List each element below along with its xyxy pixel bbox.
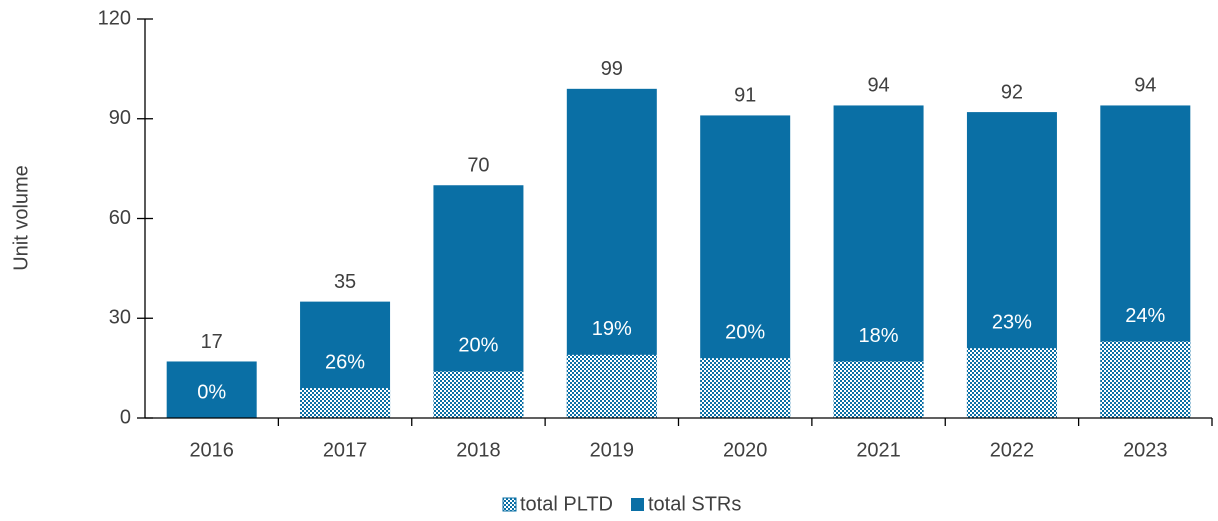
share-label: 0% <box>197 381 226 403</box>
share-label: 24% <box>1125 305 1165 327</box>
legend-swatch <box>631 498 644 511</box>
bar <box>300 388 391 418</box>
y-tick-label: 30 <box>109 307 131 329</box>
bar <box>166 361 257 418</box>
x-tick-label: 2019 <box>590 439 635 461</box>
data-label: 70 <box>467 155 489 177</box>
bar <box>833 361 924 418</box>
data-label: 94 <box>1134 75 1156 97</box>
legend-label: total PLTD <box>520 493 613 515</box>
share-label: 26% <box>325 351 365 373</box>
y-tick-label: 0 <box>120 406 131 428</box>
share-label: 18% <box>859 325 899 347</box>
x-tick-label: 2023 <box>1123 439 1168 461</box>
x-tick-label: 2017 <box>323 439 368 461</box>
y-tick-label: 60 <box>109 207 131 229</box>
bar <box>433 371 524 418</box>
share-label: 19% <box>592 318 632 340</box>
share-label: 23% <box>992 311 1032 333</box>
data-label: 99 <box>601 58 623 80</box>
data-label: 17 <box>201 331 223 353</box>
data-label: 92 <box>1001 81 1023 103</box>
bar <box>700 358 791 418</box>
data-label: 35 <box>334 271 356 293</box>
x-tick-label: 2021 <box>856 439 901 461</box>
data-label: 94 <box>867 75 889 97</box>
legend-label: total STRs <box>648 493 741 515</box>
y-tick-label: 120 <box>98 7 131 29</box>
data-label: 91 <box>734 85 756 107</box>
legend-swatch <box>502 497 517 512</box>
x-tick-label: 2018 <box>456 439 501 461</box>
bar <box>566 354 657 418</box>
y-tick-label: 90 <box>109 107 131 129</box>
share-label: 20% <box>725 321 765 343</box>
x-tick-label: 2016 <box>189 439 234 461</box>
bar <box>1100 341 1191 418</box>
x-tick-label: 2022 <box>990 439 1035 461</box>
share-label: 20% <box>458 335 498 357</box>
y-axis-label: Unit volume <box>10 165 32 271</box>
bar <box>966 348 1057 418</box>
x-tick-label: 2020 <box>723 439 768 461</box>
